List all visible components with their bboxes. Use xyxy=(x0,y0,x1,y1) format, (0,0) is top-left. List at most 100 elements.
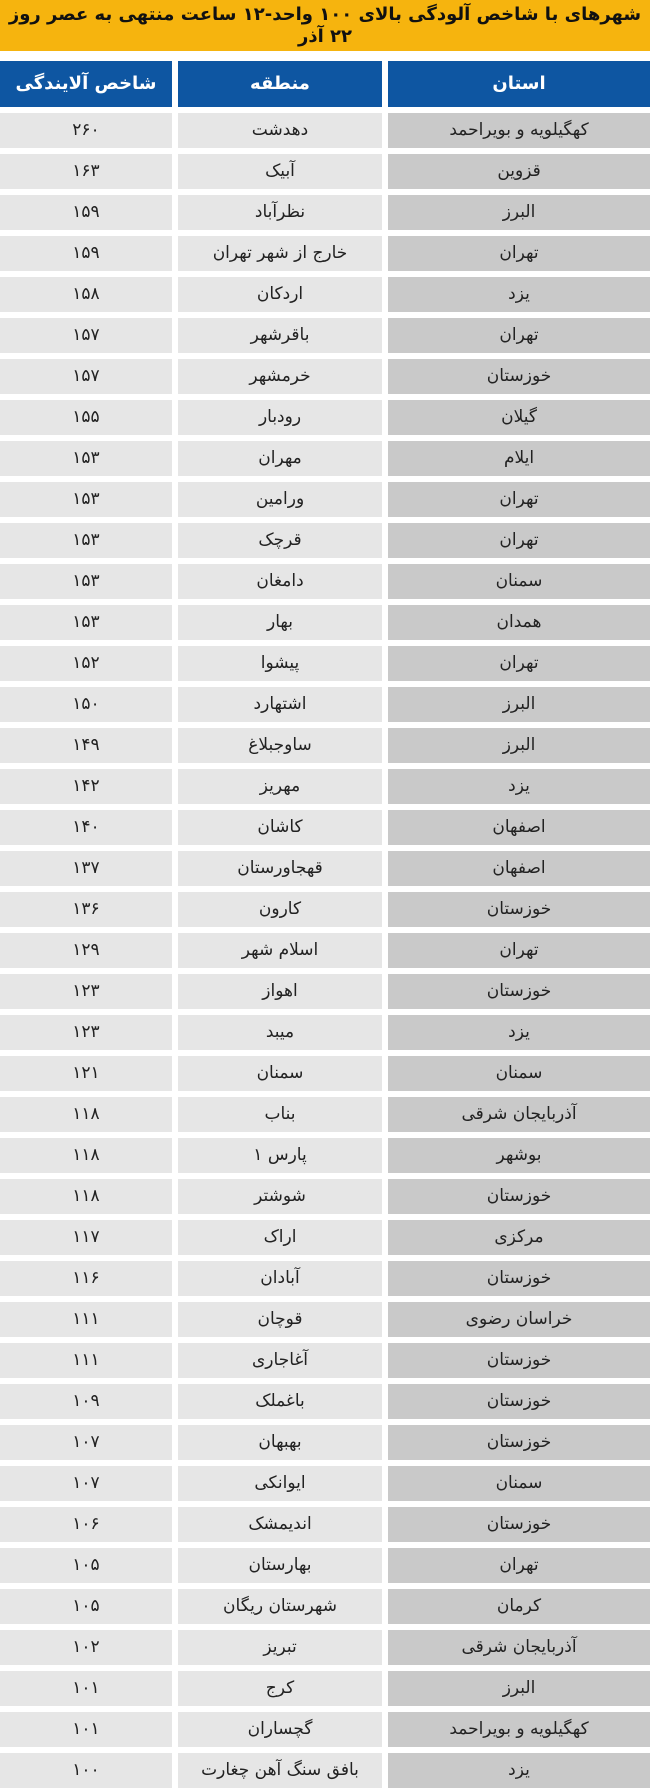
table-row: سمنان ایوانکی ۱۰۷ xyxy=(0,1460,650,1502)
region-cell: بهارستان xyxy=(178,1548,382,1584)
province-cell: خوزستان xyxy=(388,892,650,928)
index-cell: ۱۰۲ xyxy=(0,1630,172,1666)
region-cell: آبادان xyxy=(178,1261,382,1297)
province-cell: قزوین xyxy=(388,154,650,190)
header-region: منطقه xyxy=(178,61,382,108)
province-cell: تهران xyxy=(388,318,650,354)
index-cell: ۱۰۱ xyxy=(0,1671,172,1707)
province-cell: البرز xyxy=(388,195,650,231)
index-cell: ۱۲۳ xyxy=(0,974,172,1010)
province-cell: همدان xyxy=(388,605,650,641)
province-cell: سمنان xyxy=(388,564,650,600)
index-cell: ۱۵۳ xyxy=(0,605,172,641)
region-cell: اسلام شهر xyxy=(178,933,382,969)
index-cell: ۱۵۳ xyxy=(0,564,172,600)
table-row: همدان بهار ۱۵۳ xyxy=(0,599,650,641)
province-cell: البرز xyxy=(388,687,650,723)
region-cell: بافق سنگ آهن چغارت xyxy=(178,1753,382,1789)
index-cell: ۱۰۹ xyxy=(0,1384,172,1420)
province-cell: گیلان xyxy=(388,400,650,436)
table-row: خوزستان خرمشهر ۱۵۷ xyxy=(0,353,650,395)
province-cell: تهران xyxy=(388,482,650,518)
table-row: خوزستان آبادان ۱۱۶ xyxy=(0,1255,650,1297)
index-cell: ۱۶۳ xyxy=(0,154,172,190)
region-cell: پارس ۱ xyxy=(178,1138,382,1174)
table-row: البرز ساوجبلاغ ۱۴۹ xyxy=(0,722,650,764)
province-cell: ایلام xyxy=(388,441,650,477)
index-cell: ۱۱۱ xyxy=(0,1302,172,1338)
table-title: شهرهای با شاخص آلودگی بالای ۱۰۰ واحد-۱۲ … xyxy=(0,0,650,52)
region-cell: شوشتر xyxy=(178,1179,382,1215)
region-cell: خرمشهر xyxy=(178,359,382,395)
table-row: اصفهان قهجاورستان ۱۳۷ xyxy=(0,845,650,887)
province-cell: خوزستان xyxy=(388,359,650,395)
province-cell: بوشهر xyxy=(388,1138,650,1174)
region-cell: ایوانکی xyxy=(178,1466,382,1502)
index-cell: ۱۱۸ xyxy=(0,1138,172,1174)
region-cell: باغملک xyxy=(178,1384,382,1420)
index-cell: ۱۰۰ xyxy=(0,1753,172,1789)
province-cell: آذربایجان شرقی xyxy=(388,1630,650,1666)
index-cell: ۱۱۸ xyxy=(0,1097,172,1133)
index-cell: ۱۵۰ xyxy=(0,687,172,723)
province-cell: سمنان xyxy=(388,1466,650,1502)
province-cell: البرز xyxy=(388,728,650,764)
table-row: البرز نظرآباد ۱۵۹ xyxy=(0,189,650,231)
province-cell: مرکزی xyxy=(388,1220,650,1256)
region-cell: آبیک xyxy=(178,154,382,190)
table-row: بوشهر پارس ۱ ۱۱۸ xyxy=(0,1132,650,1174)
region-cell: ساوجبلاغ xyxy=(178,728,382,764)
province-cell: البرز xyxy=(388,1671,650,1707)
table-row: کهگیلویه و بویراحمد گچساران ۱۰۱ xyxy=(0,1706,650,1748)
province-cell: کرمان xyxy=(388,1589,650,1625)
province-cell: تهران xyxy=(388,523,650,559)
index-cell: ۱۱۱ xyxy=(0,1343,172,1379)
index-cell: ۲۶۰ xyxy=(0,113,172,149)
province-cell: خوزستان xyxy=(388,1343,650,1379)
table-row: قزوین آبیک ۱۶۳ xyxy=(0,148,650,190)
index-cell: ۱۵۷ xyxy=(0,318,172,354)
table-row: خوزستان آغاجاری ۱۱۱ xyxy=(0,1337,650,1379)
province-cell: تهران xyxy=(388,933,650,969)
province-cell: یزد xyxy=(388,277,650,313)
table-row: خوزستان شوشتر ۱۱۸ xyxy=(0,1173,650,1215)
region-cell: اردکان xyxy=(178,277,382,313)
index-cell: ۱۵۸ xyxy=(0,277,172,313)
region-cell: دهدشت xyxy=(178,113,382,149)
region-cell: آغاجاری xyxy=(178,1343,382,1379)
province-cell: یزد xyxy=(388,1015,650,1051)
header-province: استان xyxy=(388,61,650,108)
table-row: گیلان رودبار ۱۵۵ xyxy=(0,394,650,436)
index-cell: ۱۲۳ xyxy=(0,1015,172,1051)
table-row: تهران ورامین ۱۵۳ xyxy=(0,476,650,518)
province-cell: تهران xyxy=(388,646,650,682)
index-cell: ۱۴۲ xyxy=(0,769,172,805)
index-cell: ۱۲۱ xyxy=(0,1056,172,1092)
province-cell: کهگیلویه و بویراحمد xyxy=(388,113,650,149)
index-cell: ۱۱۷ xyxy=(0,1220,172,1256)
region-cell: بهار xyxy=(178,605,382,641)
table-row: خوزستان اهواز ۱۲۳ xyxy=(0,968,650,1010)
table-row: یزد میبد ۱۲۳ xyxy=(0,1009,650,1051)
province-cell: اصفهان xyxy=(388,851,650,887)
table-header: استان منطقه شاخص آلایندگی xyxy=(0,51,650,108)
region-cell: دامغان xyxy=(178,564,382,600)
region-cell: قهجاورستان xyxy=(178,851,382,887)
header-index: شاخص آلایندگی xyxy=(0,61,172,108)
region-cell: قرچک xyxy=(178,523,382,559)
province-cell: اصفهان xyxy=(388,810,650,846)
index-cell: ۱۳۶ xyxy=(0,892,172,928)
region-cell: سمنان xyxy=(178,1056,382,1092)
table-row: کهگیلویه و بویراحمد دهدشت ۲۶۰ xyxy=(0,107,650,149)
table-row: سمنان دامغان ۱۵۳ xyxy=(0,558,650,600)
index-cell: ۱۰۱ xyxy=(0,1712,172,1748)
province-cell: خوزستان xyxy=(388,1179,650,1215)
table-row: تهران اسلام شهر ۱۲۹ xyxy=(0,927,650,969)
region-cell: مهریز xyxy=(178,769,382,805)
index-cell: ۱۴۰ xyxy=(0,810,172,846)
table-row: خوزستان بهبهان ۱۰۷ xyxy=(0,1419,650,1461)
region-cell: گچساران xyxy=(178,1712,382,1748)
region-cell: قوچان xyxy=(178,1302,382,1338)
index-cell: ۱۱۸ xyxy=(0,1179,172,1215)
region-cell: اهواز xyxy=(178,974,382,1010)
